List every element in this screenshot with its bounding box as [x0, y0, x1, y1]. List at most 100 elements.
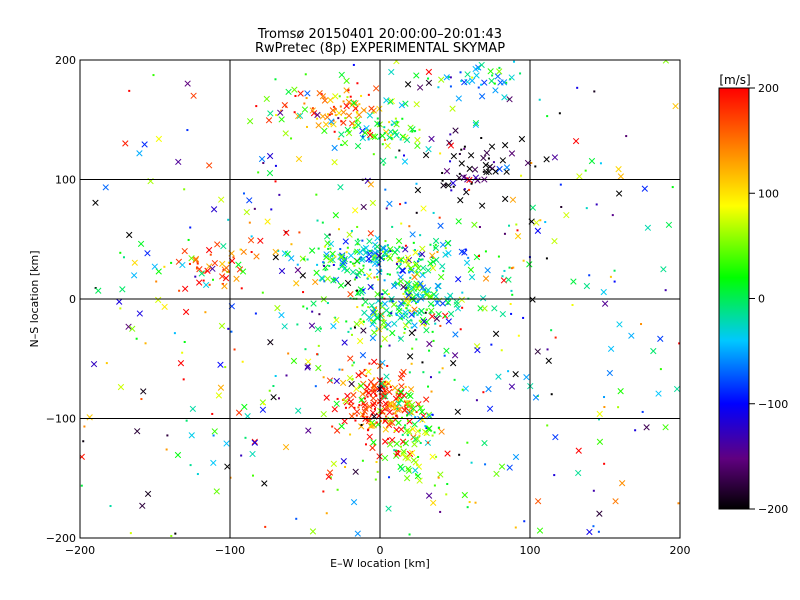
scatter-point-dot [523, 520, 526, 523]
scatter-point-x [309, 528, 317, 535]
scatter-point-x [534, 227, 542, 234]
scatter-point-dot [467, 256, 470, 259]
scatter-point-dot [233, 348, 236, 351]
scatter-point-dot [478, 226, 481, 229]
scatter-point-x [391, 384, 399, 392]
scatter-point-x [365, 389, 372, 396]
scatter-point-x [445, 182, 452, 189]
scatter-point-dot [376, 470, 379, 473]
scatter-point-x [131, 259, 138, 266]
x-tick-label: −200 [65, 544, 95, 557]
scatter-point-x [370, 401, 377, 409]
scatter-point-x [480, 154, 487, 162]
scatter-point-dot [414, 248, 417, 251]
scatter-point-x [508, 74, 515, 81]
scatter-point-x [315, 364, 322, 372]
scatter-point-dot [431, 413, 434, 416]
scatter-point-dot [302, 291, 305, 294]
y-tick-label: −200 [46, 532, 76, 545]
scatter-point-x [463, 259, 471, 266]
scatter-point-dot [369, 129, 372, 132]
scatter-point-dot [380, 345, 383, 348]
scatter-point-x [339, 262, 346, 269]
scatter-point-dot [227, 261, 230, 264]
scatter-point-dot [550, 329, 553, 332]
scatter-point-dot [597, 418, 600, 421]
scatter-point-x [409, 126, 416, 133]
scatter-point-dot [399, 203, 402, 206]
scatter-point-dot [424, 324, 427, 327]
scatter-point-x [259, 406, 267, 413]
scatter-point-dot [372, 153, 375, 156]
scatter-point-x [381, 454, 389, 462]
scatter-point-dot [634, 429, 637, 432]
scatter-point-dot [250, 251, 253, 254]
scatter-point-dot [361, 135, 364, 138]
scatter-point-x [381, 300, 389, 307]
scatter-point-x [323, 254, 330, 261]
scatter-point-x [655, 390, 662, 397]
y-axis-ticks: −200 −100 0 100 200 [46, 54, 680, 545]
scatter-point-x [359, 411, 366, 418]
scatter-point-x [416, 84, 424, 91]
scatter-point-dot [277, 397, 280, 400]
scatter-point-x [327, 257, 334, 264]
scatter-point-x [416, 477, 423, 484]
scatter-point-x [412, 436, 419, 443]
scatter-point-dot [422, 288, 425, 291]
scatter-point-x [394, 280, 401, 287]
scatter-point-x [295, 112, 302, 120]
scatter-point-dot [375, 461, 378, 464]
scatter-point-x [382, 400, 389, 407]
scatter-point-x [393, 60, 400, 65]
scatter-point-dot [311, 107, 314, 110]
scatter-point-dot [196, 262, 199, 265]
scatter-point-x [370, 358, 378, 365]
scatter-point-x [358, 423, 365, 430]
scatter-point-x [341, 339, 348, 346]
scatter-point-dot [427, 385, 430, 388]
scatter-point-x [122, 140, 129, 147]
scatter-point-dot [450, 189, 453, 192]
scatter-point-dot [412, 314, 415, 317]
scatter-point-dot [331, 425, 334, 428]
scatter-point-dot [349, 260, 352, 263]
scatter-point-dot [337, 228, 340, 231]
scatter-point-dot [405, 286, 408, 289]
scatter-point-x [508, 150, 516, 157]
scatter-point-dot [382, 392, 385, 395]
scatter-point-x [182, 308, 190, 316]
scatter-point-x [80, 453, 85, 460]
scatter-point-x [435, 310, 442, 318]
scatter-point-x [305, 427, 312, 434]
scatter-point-dot [437, 426, 440, 429]
scatter-point-x [312, 278, 319, 286]
scatter-point-x [139, 502, 146, 509]
scatter-point-dot [401, 416, 404, 419]
scatter-point-dot [416, 300, 419, 303]
scatter-point-x [141, 141, 148, 148]
scatter-point-dot [406, 434, 409, 437]
scatter-point-dot [384, 326, 387, 329]
scatter-point-x [320, 410, 327, 418]
chart-subtitle: RwPretec (8p) EXPERIMENTAL SKYMAP [255, 41, 505, 56]
scatter-point-x [366, 403, 373, 410]
scatter-point-dot [322, 490, 325, 493]
colorbar-tick-label: −200 [758, 503, 788, 516]
scatter-point-dot [390, 312, 393, 315]
scatter-point-x [447, 142, 455, 149]
scatter-point-dot [410, 326, 413, 329]
scatter-point-dot [397, 450, 400, 453]
scatter-point-dot [408, 281, 411, 284]
scatter-point-x [370, 133, 377, 140]
scatter-point-dot [403, 426, 406, 429]
scatter-point-x [405, 467, 413, 474]
scatter-point-x [291, 86, 298, 93]
scatter-point-dot [205, 270, 208, 273]
scatter-point-dot [356, 306, 359, 309]
scatter-point-dot [391, 225, 394, 228]
scatter-point-dot [186, 129, 189, 132]
scatter-point-dot [444, 315, 447, 318]
scatter-point-x [428, 307, 435, 314]
scatter-point-dot [415, 211, 418, 214]
